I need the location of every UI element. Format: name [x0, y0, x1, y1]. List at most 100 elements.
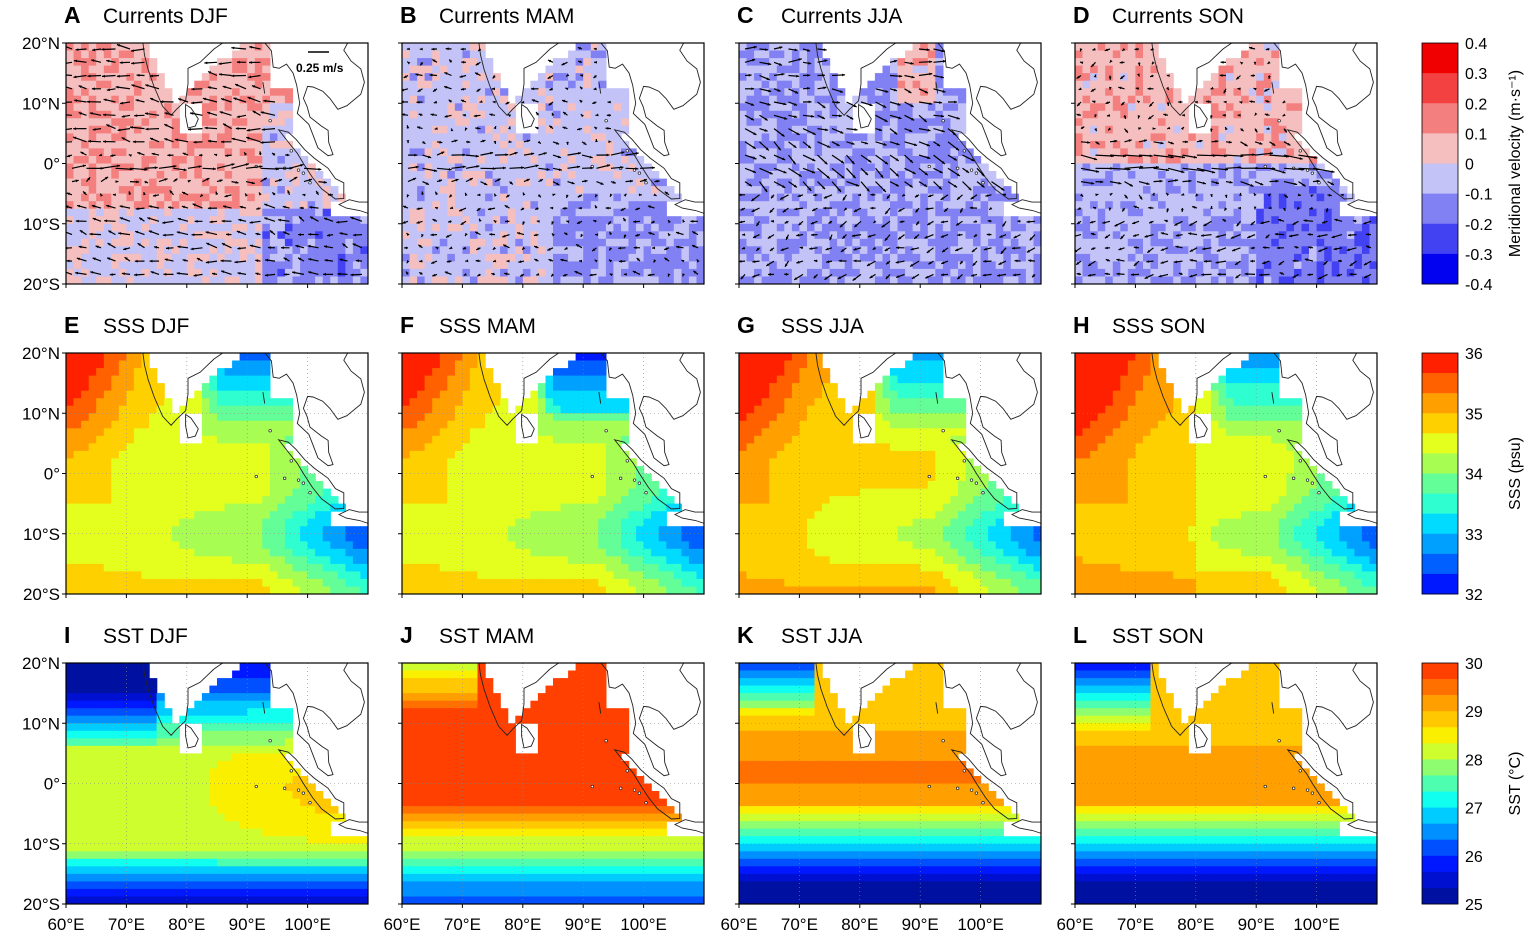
arrow-head [245, 193, 248, 197]
field-cell [224, 223, 233, 232]
field-cell [799, 163, 808, 172]
field-cell [469, 261, 479, 270]
field-cell [164, 140, 173, 149]
field-cell [807, 58, 816, 67]
field-cell [201, 163, 211, 172]
field-cell [284, 118, 294, 127]
field-cell [859, 216, 868, 225]
field-cell [477, 223, 486, 232]
arrow-head [145, 127, 149, 131]
field-cell [761, 238, 770, 247]
field-cell [776, 276, 785, 284]
field-cell [852, 163, 861, 172]
field-cell [560, 268, 569, 277]
field-cell [1150, 50, 1159, 59]
arrow-head [769, 171, 773, 175]
field-cell [621, 140, 630, 149]
field-cell [1075, 50, 1084, 59]
arrow-head [782, 185, 786, 188]
field-cell [530, 246, 539, 255]
field-cell [746, 58, 755, 67]
field-cell [492, 201, 501, 210]
field-cell [432, 223, 441, 232]
field-cell [553, 118, 562, 127]
field-cell [1218, 73, 1227, 82]
arrow-head [104, 219, 108, 223]
field-cell [186, 208, 195, 217]
field-cell [133, 50, 143, 59]
field-cell [194, 231, 203, 240]
field-cell [164, 193, 173, 202]
field-cell [537, 156, 547, 165]
field-cell [935, 186, 944, 195]
field-cell [284, 276, 294, 284]
field-cell [583, 73, 592, 82]
field-cell [890, 193, 899, 202]
field-cell [424, 118, 433, 127]
arrow-head [406, 233, 410, 237]
field-cell [799, 88, 808, 97]
field-cell [852, 140, 861, 149]
field-cell [469, 148, 479, 157]
field-cell [492, 156, 501, 165]
field-cell [217, 201, 226, 210]
field-cell [254, 261, 263, 270]
field-cell [829, 253, 838, 262]
field-cell [769, 223, 778, 232]
field-cell [545, 140, 554, 149]
field-cell [920, 118, 929, 127]
field-cell [769, 133, 778, 142]
arrow-head [897, 102, 901, 106]
field-cell [469, 276, 479, 284]
field-cell [345, 276, 354, 284]
arrow-head [492, 100, 496, 104]
field-cell [958, 171, 967, 180]
field-cell [822, 110, 831, 119]
field-cell [829, 171, 838, 180]
field-cell [927, 246, 936, 255]
field-cell [673, 261, 682, 270]
field-cell [769, 80, 778, 89]
arrow-head [224, 194, 228, 198]
field-cell [807, 193, 816, 202]
arrow-head [881, 224, 885, 228]
field-cell [330, 261, 339, 270]
field-cell [545, 186, 554, 195]
field-cell [424, 261, 433, 270]
field-cell [485, 208, 494, 217]
field-cell [164, 208, 173, 217]
field-cell [1112, 88, 1121, 97]
field-cell [179, 231, 188, 240]
arrow-head [136, 73, 140, 77]
field-cell [1097, 65, 1106, 74]
field-cell [560, 73, 569, 82]
field-cell [568, 148, 577, 157]
arrow-head [92, 217, 96, 221]
field-cell [126, 88, 135, 97]
arrow-head [668, 233, 671, 237]
field-cell [462, 125, 471, 134]
arrow-head [92, 128, 96, 131]
field-cell [81, 125, 90, 134]
arrow-head [829, 237, 833, 241]
field-cell [590, 186, 599, 195]
arrow-head [811, 114, 815, 118]
field-cell [545, 276, 554, 284]
field-cell [621, 186, 630, 195]
field-cell [232, 65, 241, 74]
field-cell [973, 231, 982, 240]
field-cell [837, 118, 846, 127]
field-cell [432, 103, 441, 112]
field-cell [553, 171, 562, 180]
field-cell [232, 118, 241, 127]
arrow-head [265, 258, 269, 262]
field-cell [156, 186, 165, 195]
field-cell [1150, 43, 1159, 52]
arrow-head [79, 230, 83, 233]
field-cell [209, 261, 218, 270]
field-cell [754, 65, 763, 74]
field-cell [277, 88, 286, 97]
field-cell [1210, 80, 1220, 89]
arrow-head [777, 89, 781, 92]
field-cell [537, 186, 547, 195]
